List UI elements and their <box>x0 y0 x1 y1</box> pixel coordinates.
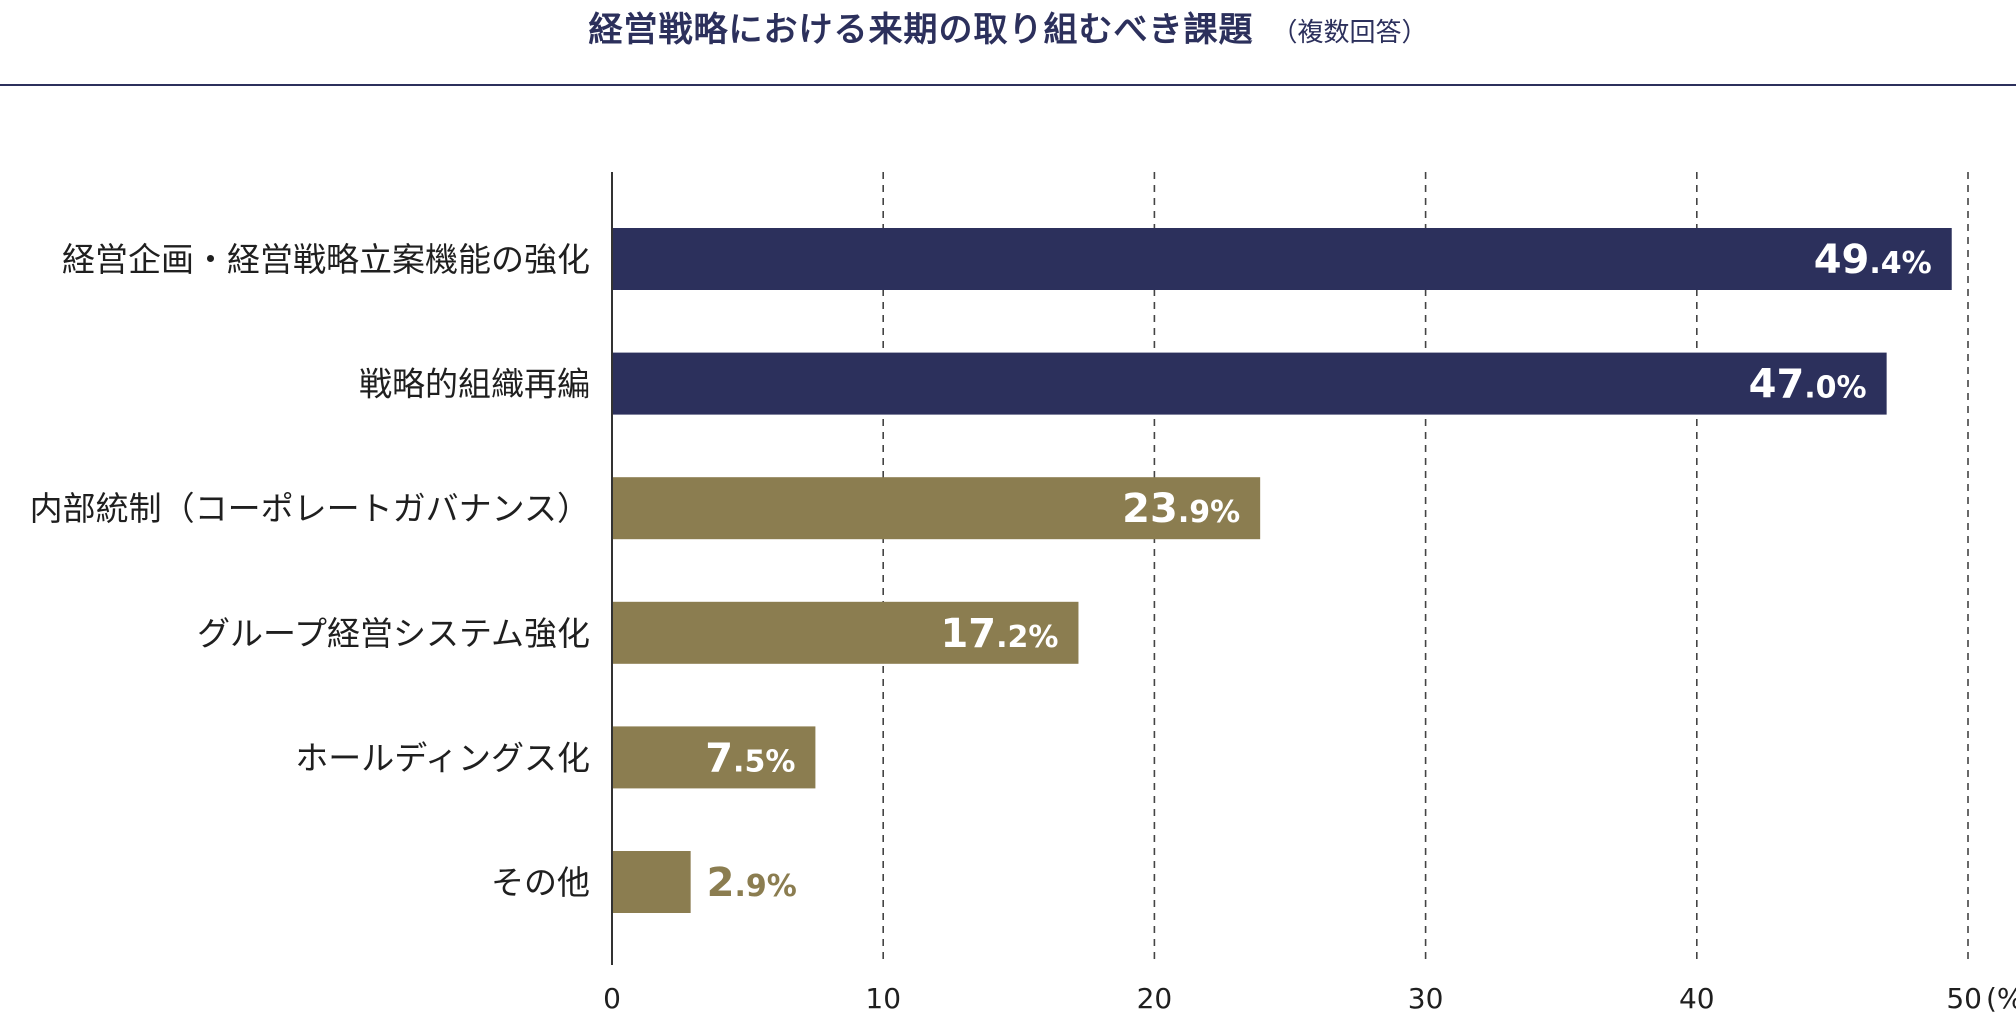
title-divider <box>0 84 2016 86</box>
x-tick-label-40: 40 <box>1679 982 1715 1015</box>
category-label-1: 戦略的組織再編 <box>359 365 590 404</box>
data-label-1: 47.0% <box>1749 362 1867 408</box>
x-tick-label-50: 50 <box>1946 982 1982 1015</box>
category-label-0: 経営企画・経営戦略立案機能の強化 <box>62 240 590 279</box>
category-label-5: その他 <box>491 863 590 902</box>
x-tick-label-0: 0 <box>603 982 621 1015</box>
category-label-3: グループ経営システム強化 <box>197 614 590 653</box>
bar-4 <box>612 726 816 789</box>
data-label-0: 49.4% <box>1814 237 1932 283</box>
bar-5 <box>612 851 691 913</box>
bar-1 <box>612 352 1887 415</box>
data-label-3: 17.2% <box>940 611 1058 657</box>
x-tick-label-30: 30 <box>1408 982 1444 1015</box>
x-unit-label: (%) <box>1986 982 2016 1015</box>
category-label-2: 内部統制（コーポレートガバナンス） <box>30 489 590 528</box>
x-tick-label-10: 10 <box>865 982 901 1015</box>
chart-title-block: 経営戦略における来期の取り組むべき課題 （複数回答） <box>0 0 2016 50</box>
chart-title: 経営戦略における来期の取り組むべき課題 <box>588 10 1254 50</box>
x-tick-label-20: 20 <box>1137 982 1173 1015</box>
chart-subtitle: （複数回答） <box>1271 18 1428 48</box>
data-label-2: 23.9% <box>1122 486 1240 532</box>
category-label-4: ホールディングス化 <box>295 738 590 777</box>
bar-3 <box>612 601 1079 664</box>
bar-2 <box>612 477 1261 540</box>
data-label-4: 7.5% <box>705 735 795 781</box>
data-label-5: 2.9% <box>707 860 797 906</box>
bar-0 <box>612 228 1952 290</box>
